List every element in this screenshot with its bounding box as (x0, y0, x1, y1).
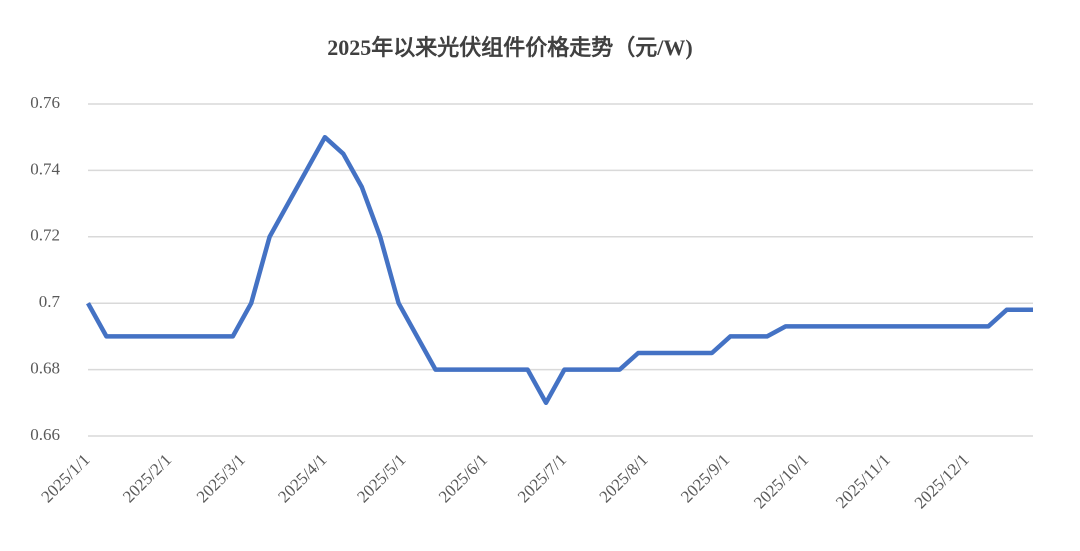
price-line (86, 134, 1033, 406)
y-tick-label: 0.74 (30, 159, 60, 178)
y-tick-label: 0.76 (30, 93, 60, 112)
y-tick-label: 0.66 (30, 425, 60, 444)
y-tick-label: 0.7 (39, 292, 61, 311)
chart-title: 2025年以来光伏组件价格走势（元/W) (327, 35, 692, 60)
y-tick-label: 0.72 (30, 226, 60, 245)
y-tick-label: 0.68 (30, 359, 60, 378)
